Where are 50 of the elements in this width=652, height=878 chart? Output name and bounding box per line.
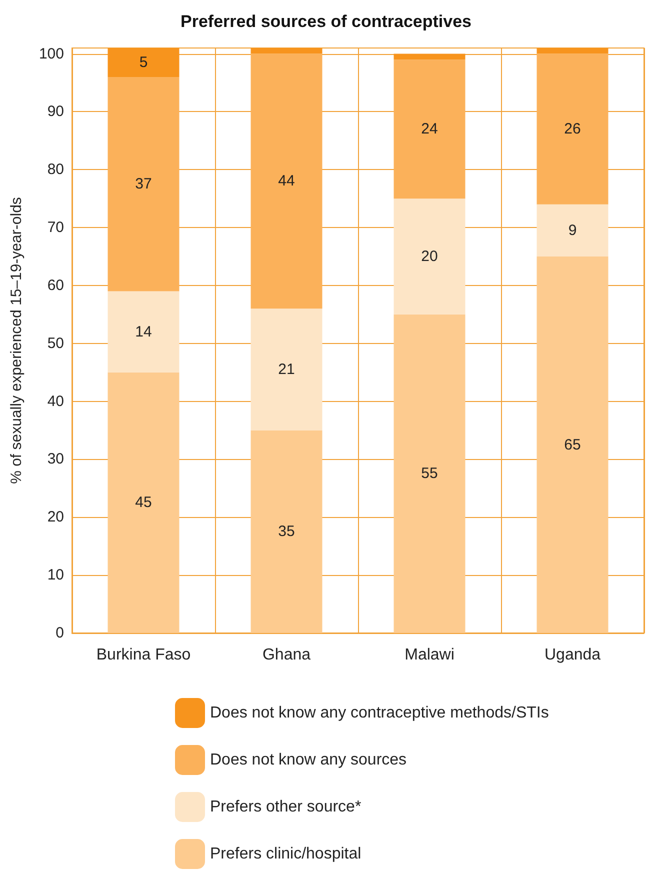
data-label: 14 <box>135 323 152 340</box>
bar <box>536 256 608 633</box>
bar <box>250 430 322 633</box>
x-tick-label: Malawi <box>404 646 454 664</box>
data-label: 5 <box>139 54 148 71</box>
x-tick-label: Uganda <box>544 646 601 664</box>
y-tick-label: 100 <box>38 45 64 62</box>
bar <box>536 54 608 204</box>
bar <box>108 48 180 77</box>
bar <box>394 314 466 633</box>
bar <box>108 291 180 372</box>
data-label: 35 <box>278 523 295 540</box>
data-label: 24 <box>421 120 438 138</box>
y-tick-label: 20 <box>47 508 64 526</box>
data-label: 44 <box>278 172 295 190</box>
x-tick-label: Burkina Faso <box>96 646 191 664</box>
data-label: 9 <box>568 222 577 239</box>
y-tick-label: 0 <box>56 624 64 642</box>
data-label: 45 <box>135 494 152 512</box>
bar <box>536 204 608 257</box>
data-label: 55 <box>421 465 438 482</box>
x-tick-label: Ghana <box>262 646 311 664</box>
bar <box>250 48 322 54</box>
bar <box>108 372 180 633</box>
bar <box>536 48 608 54</box>
data-label: 65 <box>564 436 581 454</box>
y-tick-label: 30 <box>47 450 64 468</box>
y-tick-label: 60 <box>47 276 64 294</box>
chart-title: Preferred sources of contraceptives <box>180 12 472 31</box>
y-tick-label: 70 <box>47 219 64 236</box>
y-tick-label: 50 <box>47 334 64 352</box>
y-tick-label: 10 <box>47 566 64 584</box>
y-tick-label: 90 <box>47 103 64 120</box>
y-axis-title: % of sexually experienced 15–19-year-olds <box>8 197 25 484</box>
legend-label: Does not know any contraceptive methods/STIs <box>210 704 549 722</box>
bar <box>108 76 180 292</box>
legend-label: Prefers other source* <box>210 798 362 816</box>
data-label: 21 <box>278 360 295 378</box>
y-tick-label: 80 <box>47 161 64 178</box>
bar <box>394 60 466 199</box>
bar <box>250 54 322 309</box>
legend-label: Does not know any sources <box>210 752 407 768</box>
bar <box>250 308 322 430</box>
y-tick-label: 40 <box>47 392 64 410</box>
bar <box>394 54 466 60</box>
data-label: 20 <box>421 248 438 266</box>
data-label: 37 <box>135 176 152 193</box>
data-label: 26 <box>564 120 581 138</box>
legend-label: Prefers clinic/hospital <box>210 846 362 862</box>
bar <box>394 198 466 314</box>
